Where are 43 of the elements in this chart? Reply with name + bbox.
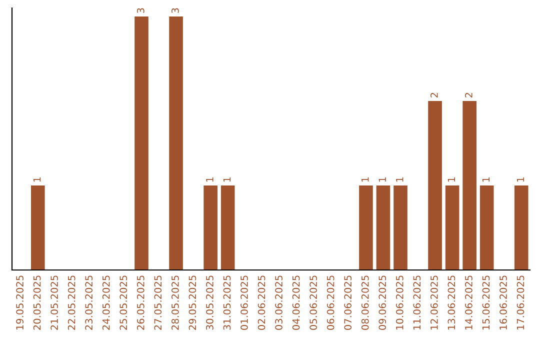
x-tick-label: 04.06.2025 xyxy=(292,276,300,330)
data-label: 1 xyxy=(396,177,404,182)
x-tick-label: 29.05.2025 xyxy=(188,276,196,330)
x-tick-label: 25.05.2025 xyxy=(120,276,128,330)
x-tick-label: 06.06.2025 xyxy=(326,276,334,330)
data-label: 2 xyxy=(430,92,438,98)
x-tick-label: 16.06.2025 xyxy=(500,276,507,330)
x-tick-label: 31.05.2025 xyxy=(223,276,231,330)
data-label: 2 xyxy=(465,92,472,98)
x-tick-label: 01.06.2025 xyxy=(240,276,248,330)
x-tick-label: 09.06.2025 xyxy=(378,276,386,330)
data-label: 1 xyxy=(362,177,369,182)
x-tick-label: 23.05.2025 xyxy=(85,276,93,330)
x-tick-label: 28.05.2025 xyxy=(172,276,179,330)
x-tick-label: 26.05.2025 xyxy=(136,276,144,330)
x-tick-label: 14.06.2025 xyxy=(465,276,472,330)
x-tick-label: 02.06.2025 xyxy=(258,276,266,330)
data-label: 1 xyxy=(378,177,386,182)
x-tick-label: 20.05.2025 xyxy=(33,276,41,330)
x-tick-label: 10.06.2025 xyxy=(396,276,404,330)
x-tick-label: 30.05.2025 xyxy=(206,276,214,330)
x-tick-label: 11.06.2025 xyxy=(413,276,421,330)
data-label: 1 xyxy=(516,177,524,182)
data-label: 1 xyxy=(33,177,41,182)
data-label: 1 xyxy=(223,177,231,182)
x-tick-label: 13.06.2025 xyxy=(448,276,456,330)
x-tick-label: 15.06.2025 xyxy=(482,276,490,330)
data-label: 3 xyxy=(136,8,144,13)
x-tick-label: 12.06.2025 xyxy=(430,276,438,330)
data-label: 1 xyxy=(482,177,490,182)
x-tick-label: 24.05.2025 xyxy=(102,276,110,330)
data-label: 1 xyxy=(206,177,214,182)
x-tick-label: 07.06.2025 xyxy=(344,276,352,330)
x-tick-label: 19.05.2025 xyxy=(16,276,24,330)
data-label: 3 xyxy=(172,8,179,13)
x-tick-label: 05.06.2025 xyxy=(310,276,317,330)
x-tick-label: 03.06.2025 xyxy=(275,276,282,330)
x-tick-label: 27.05.2025 xyxy=(154,276,162,330)
x-tick-label: 22.05.2025 xyxy=(68,276,76,330)
x-tick-label: 21.05.2025 xyxy=(50,276,58,330)
x-tick-label: 17.06.2025 xyxy=(516,276,524,330)
data-label: 1 xyxy=(448,177,455,182)
x-tick-label: 08.06.2025 xyxy=(361,276,369,330)
